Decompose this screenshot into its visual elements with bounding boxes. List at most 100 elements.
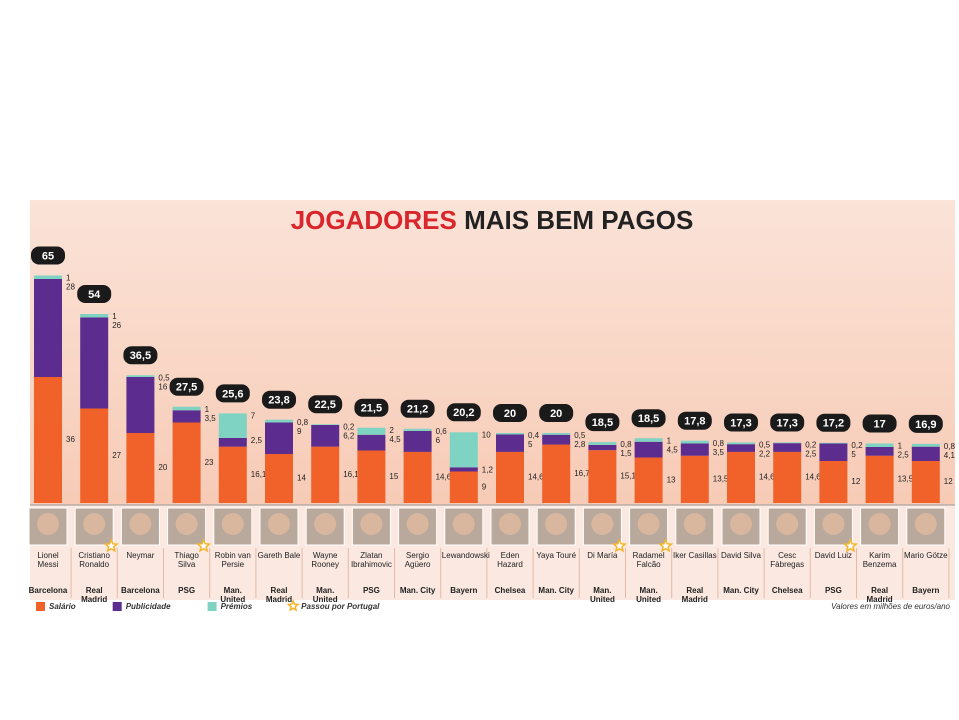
player-face: [175, 513, 198, 535]
player-face: [83, 513, 106, 535]
legend-label: Prémios: [221, 602, 253, 611]
player-face: [452, 513, 475, 535]
segment-label: 1: [898, 442, 903, 451]
total-label: 17,8: [684, 416, 705, 428]
club-name: PSG: [824, 586, 842, 595]
total-label: 21,5: [361, 403, 382, 415]
bar-segment: [865, 447, 894, 456]
total-badge: [677, 411, 712, 430]
bar-segment: [34, 279, 62, 377]
bar-segment: [449, 467, 478, 472]
segment-label: 2,8: [574, 440, 586, 449]
portugal-star: [842, 538, 858, 553]
player-face: [360, 513, 383, 535]
segment-label: 14,6: [436, 473, 452, 482]
legend-label: Salário: [49, 602, 76, 611]
segment-label: 12: [944, 477, 953, 486]
segment-label: 16,1: [343, 470, 359, 479]
player-name: Cesc Fàbregas: [770, 551, 805, 569]
segment-label: 2,2: [759, 450, 771, 459]
player-name: Zlatan Ibrahimovic: [350, 551, 392, 569]
bar-segment: [819, 461, 848, 503]
total-badge: [816, 413, 851, 432]
total-badge: [169, 377, 204, 396]
segment-label: 16: [158, 382, 167, 391]
bar-segment: [727, 442, 755, 445]
club-name: Bayern: [450, 586, 478, 595]
segment-label: 2,5: [251, 436, 263, 445]
bar-segment: [680, 455, 709, 503]
portugal-star: [658, 538, 674, 553]
segment-label: 23: [205, 458, 214, 467]
bar-segment: [773, 451, 802, 503]
club-name: Real Madrid: [81, 586, 108, 604]
segment-label: 0,5: [158, 373, 170, 382]
player-face: [868, 513, 891, 535]
bar-segment: [311, 446, 340, 503]
player-name: Eden Hazard: [497, 551, 523, 569]
total-badge: [262, 390, 296, 409]
bar-segment: [403, 430, 432, 452]
total-label: 20: [550, 408, 562, 420]
total-label: 18,5: [638, 413, 659, 425]
segment-label: 0,2: [805, 441, 817, 450]
bar-segment: [218, 413, 247, 438]
total-badge: [123, 346, 158, 365]
club-name: Real Madrid: [265, 586, 293, 604]
segment-label: 0,8: [297, 418, 309, 427]
player-face: [637, 513, 660, 535]
player-name: Cristiano Ronaldo: [78, 551, 110, 569]
total-badge: [908, 414, 943, 433]
legend-star: [286, 599, 300, 612]
player-name: Lewandowski: [441, 551, 490, 560]
segment-label: 4,5: [389, 435, 401, 444]
bar-segment: [172, 422, 201, 503]
total-label: 17,3: [776, 417, 797, 429]
segment-label: 4,5: [667, 445, 679, 454]
bar-segment: [218, 446, 247, 503]
bar-segment: [819, 442, 848, 444]
bar-segment: [542, 434, 571, 445]
club-name: Man. City: [538, 586, 574, 595]
portugal-star: [103, 538, 119, 553]
segment-label: 0,5: [759, 441, 771, 450]
total-label: 54: [88, 289, 101, 301]
segment-label: 27: [112, 451, 121, 460]
club-name: Real Madrid: [681, 586, 708, 604]
segment-label: 15,1: [620, 472, 636, 481]
total-badge: [539, 404, 574, 422]
segment-label: 13: [667, 475, 676, 484]
segment-label: 6: [436, 436, 441, 445]
bar-segment: [496, 434, 524, 452]
total-label: 16,9: [915, 419, 936, 431]
segment-label: 2,5: [898, 451, 910, 460]
total-label: 20,2: [453, 407, 474, 419]
club-name: PSG: [362, 586, 380, 595]
bar-segment: [357, 427, 386, 435]
segment-label: 10: [482, 430, 491, 439]
segment-label: 13,5: [713, 474, 729, 483]
bar-segment: [34, 377, 62, 503]
legend-swatch: [36, 602, 45, 611]
segment-label: 0,4: [528, 431, 540, 440]
total-label: 17: [873, 418, 885, 430]
bar-segment: [126, 433, 155, 503]
player-face: [314, 513, 337, 535]
segment-label: 14,6: [805, 473, 821, 482]
bar-segment: [542, 444, 571, 503]
club-name: Man. City: [399, 586, 436, 595]
segment-label: 14,6: [759, 473, 775, 482]
segment-label: 20: [158, 463, 167, 472]
bar-segment: [588, 444, 617, 451]
player-face: [776, 513, 799, 535]
player-face: [914, 513, 937, 535]
segment-label: 1,5: [620, 449, 632, 458]
bar-segment: [403, 428, 432, 431]
total-label: 27,5: [176, 382, 197, 394]
total-label: 23,8: [268, 395, 289, 407]
total-badge: [862, 414, 897, 433]
segment-label: 15: [389, 472, 398, 481]
segment-label: 0,6: [436, 427, 448, 436]
player-name: Di María: [587, 551, 618, 560]
total-label: 22,5: [314, 399, 335, 411]
